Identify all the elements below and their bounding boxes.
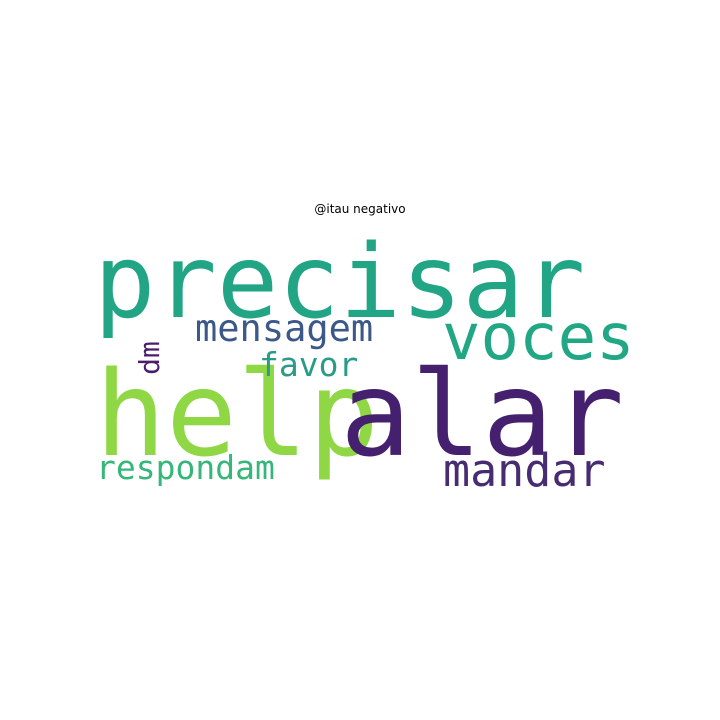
word-favor: favor bbox=[259, 345, 359, 384]
word-mensagem: mensagem bbox=[195, 307, 374, 350]
word-mandar: mandar bbox=[443, 444, 606, 497]
word-dm: dm bbox=[132, 341, 166, 375]
word-respondam: respondam bbox=[96, 448, 275, 487]
word-voces: voces bbox=[442, 301, 635, 375]
word-help: help bbox=[95, 345, 380, 483]
word-alar: alar bbox=[340, 345, 625, 483]
plot-title: @itau negativo bbox=[314, 202, 406, 216]
word-precisar: precisar bbox=[94, 223, 586, 342]
